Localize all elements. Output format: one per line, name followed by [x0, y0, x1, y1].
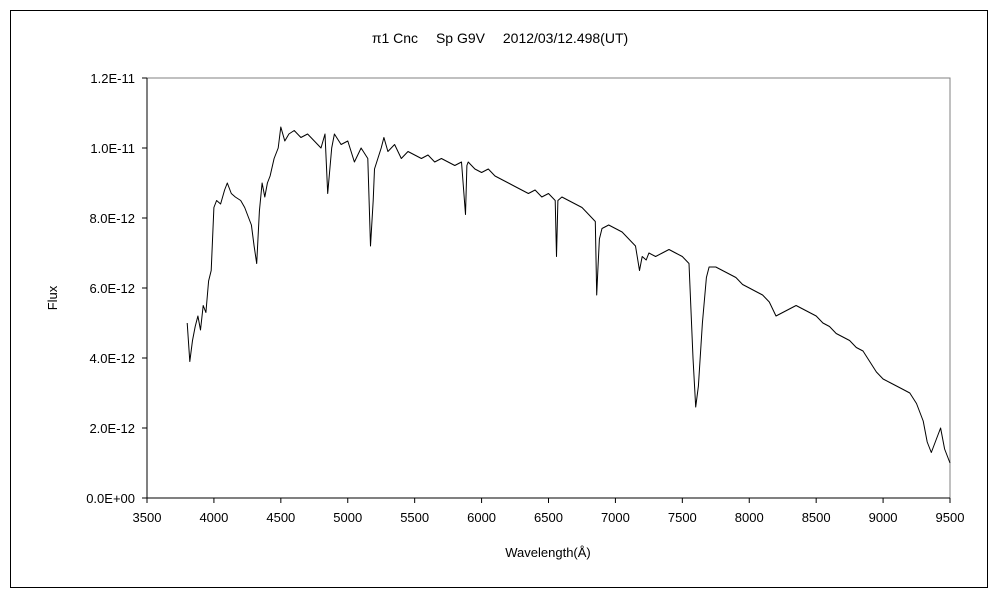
y-tick-label: 2.0E-12	[89, 421, 135, 436]
x-tick-label: 7000	[601, 510, 630, 525]
plot-area	[146, 77, 951, 499]
x-tick-label: 4000	[199, 510, 228, 525]
chart-title: π1 Cnc Sp G9V 2012/03/12.498(UT)	[372, 30, 628, 46]
x-tick-label: 9500	[936, 510, 965, 525]
x-tick-label: 5500	[400, 510, 429, 525]
x-tick-label: 6500	[534, 510, 563, 525]
x-tick-label: 8500	[802, 510, 831, 525]
y-tick-label: 0.0E+00	[86, 491, 135, 506]
x-tick-label: 9000	[869, 510, 898, 525]
y-tick-label: 8.0E-12	[89, 211, 135, 226]
chart-frame	[10, 10, 988, 588]
y-tick-label: 6.0E-12	[89, 281, 135, 296]
x-tick-label: 6000	[467, 510, 496, 525]
y-axis-label: Flux	[45, 285, 60, 310]
x-tick-label: 5000	[333, 510, 362, 525]
x-tick-label: 3500	[133, 510, 162, 525]
series-group	[186, 126, 951, 464]
y-tick-label: 4.0E-12	[89, 351, 135, 366]
y-axis: 0.0E+00 2.0E-12 4.0E-12 6.0E-12 8.0E-12 1.0E-…	[86, 71, 148, 506]
y-tick-label: 1.2E-11	[90, 71, 135, 86]
x-tick-label: 8000	[735, 510, 764, 525]
x-axis: 3500 4000 4500 5000 5500 6000 6500 7000 7500 8000…	[133, 497, 965, 525]
x-tick-label: 7500	[668, 510, 697, 525]
y-tick-label: 1.0E-11	[90, 141, 135, 156]
x-axis-label: Wavelength(Å)	[505, 545, 591, 560]
x-tick-label: 4500	[266, 510, 295, 525]
series-line-0	[186, 126, 951, 464]
